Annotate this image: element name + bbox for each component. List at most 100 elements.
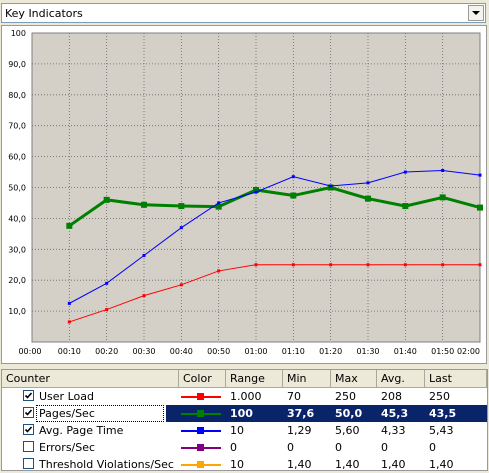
data-point-user-load [329, 263, 333, 267]
header-color[interactable]: Color [179, 370, 226, 387]
avg-value: 1,40 [381, 458, 406, 471]
table-row[interactable]: Errors/Sec 0 0 0 0 0 [2, 439, 487, 456]
x-tick-label: 00:40 [170, 347, 193, 356]
y-tick-label: 40,0 [8, 214, 26, 223]
last-value: 43,5 [429, 407, 457, 420]
data-point-avg-page-time [179, 226, 183, 230]
data-point-pages-sec [178, 203, 185, 210]
header-min[interactable]: Min [283, 370, 331, 387]
x-tick-label: 01:50 [431, 347, 454, 356]
x-tick-label: 00:20 [95, 347, 118, 356]
avg-value: 208 [381, 390, 402, 403]
x-tick-label: 01:30 [356, 347, 379, 356]
y-tick-label: 60,0 [8, 153, 26, 162]
data-point-pages-sec [215, 203, 222, 210]
data-point-avg-page-time [403, 170, 407, 174]
data-point-user-load [403, 263, 407, 267]
table-header: Counter Color Range Min Max Avg. Last [2, 370, 487, 388]
range-value: 1.000 [230, 390, 262, 403]
row-checkbox[interactable] [23, 390, 34, 401]
header-last[interactable]: Last [425, 370, 487, 387]
data-point-pages-sec [253, 186, 259, 193]
avg-value: 0 [381, 441, 388, 454]
counter-set-dropdown[interactable]: Key Indicators [1, 3, 486, 23]
data-point-avg-page-time [217, 201, 221, 205]
dropdown-value: Key Indicators [5, 7, 83, 20]
x-tick-label: 02:00 [457, 347, 480, 356]
line-chart: 100 90,0 80,0 70,0 60,0 50,0 40,0 30,0 20,0 10,0 0… [8, 29, 483, 356]
data-point-avg-page-time [142, 253, 146, 257]
data-point-user-load [67, 320, 71, 324]
y-tick-label: 30,0 [8, 245, 26, 254]
chevron-down-icon[interactable] [468, 5, 484, 21]
data-point-pages-sec [402, 203, 409, 210]
y-tick-label: 80,0 [8, 91, 26, 100]
table-row[interactable]: Avg. Page Time 10 1,29 5,60 4,33 5,43 [2, 422, 487, 439]
row-checkbox[interactable] [23, 424, 34, 435]
data-point-avg-page-time [67, 301, 71, 305]
data-point-avg-page-time [291, 175, 295, 179]
range-value: 100 [230, 407, 253, 420]
data-point-avg-page-time [366, 181, 370, 185]
data-point-avg-page-time [105, 281, 109, 285]
last-value: 250 [429, 390, 450, 403]
counter-table: Counter Color Range Min Max Avg. Last Us… [1, 369, 488, 471]
header-range[interactable]: Range [226, 370, 283, 387]
data-point-pages-sec [477, 204, 483, 211]
row-checkbox[interactable] [23, 458, 34, 469]
data-point-pages-sec [141, 201, 147, 208]
min-value: 37,6 [287, 407, 315, 420]
row-checkbox[interactable] [23, 407, 34, 418]
header-max[interactable]: Max [331, 370, 377, 387]
y-tick-label: 10,0 [8, 307, 26, 316]
min-value: 0 [287, 441, 294, 454]
min-value: 70 [287, 390, 301, 403]
max-value: 5,60 [335, 424, 360, 437]
color-swatch-marker [197, 410, 204, 417]
x-tick-label: 00:50 [207, 347, 230, 356]
series-line-pages-sec [68, 185, 481, 228]
x-tick-label: 01:20 [319, 347, 342, 356]
avg-value: 4,33 [381, 424, 406, 437]
data-point-avg-page-time [329, 184, 333, 188]
x-tick-label: 01:00 [244, 347, 267, 356]
table-row[interactable]: User Load 1.000 70 250 208 250 [2, 388, 487, 405]
y-tick-label: 100 [11, 29, 26, 38]
header-avg[interactable]: Avg. [377, 370, 425, 387]
data-point-pages-sec [103, 196, 110, 203]
data-point-user-load [105, 308, 109, 312]
header-counter[interactable]: Counter [2, 370, 179, 387]
data-point-avg-page-time [441, 169, 445, 173]
min-value: 1,29 [287, 424, 312, 437]
x-tick-label: 00:30 [132, 347, 155, 356]
range-value: 10 [230, 424, 244, 437]
color-swatch-marker [197, 393, 204, 400]
color-swatch-marker [197, 461, 204, 468]
last-value: 0 [429, 441, 436, 454]
data-point-pages-sec [327, 184, 334, 191]
y-tick-label: 70,0 [8, 122, 26, 131]
table-row[interactable]: Threshold Violations/Sec 10 1,40 1,40 1,40 1,… [2, 456, 487, 473]
data-point-pages-sec [365, 195, 371, 202]
avg-value: 45,3 [381, 407, 409, 420]
counter-name: User Load [39, 390, 94, 403]
checkmark-icon [24, 392, 33, 399]
max-value: 250 [335, 390, 356, 403]
data-point-user-load [366, 263, 370, 267]
data-point-user-load [441, 263, 445, 267]
series-line-avg-page-time [69, 170, 481, 304]
checkmark-icon [24, 426, 33, 433]
x-tick-label: 01:40 [394, 347, 417, 356]
checkmark-icon [24, 409, 33, 416]
row-checkbox[interactable] [23, 441, 34, 452]
max-value: 0 [335, 441, 342, 454]
data-point-user-load [291, 263, 295, 267]
max-value: 50,0 [335, 407, 363, 420]
y-tick-label: 50,0 [8, 184, 26, 193]
chart-panel: 100 90,0 80,0 70,0 60,0 50,0 40,0 30,0 20,0 10,0 0… [1, 25, 487, 364]
range-value: 0 [230, 441, 237, 454]
counter-name: Threshold Violations/Sec [39, 458, 174, 471]
table-row[interactable]: Pages/Sec 100 37,6 50,0 45,3 43,5 [2, 405, 487, 422]
x-tick-label: 00:00 [18, 347, 41, 356]
color-swatch-marker [197, 427, 204, 434]
